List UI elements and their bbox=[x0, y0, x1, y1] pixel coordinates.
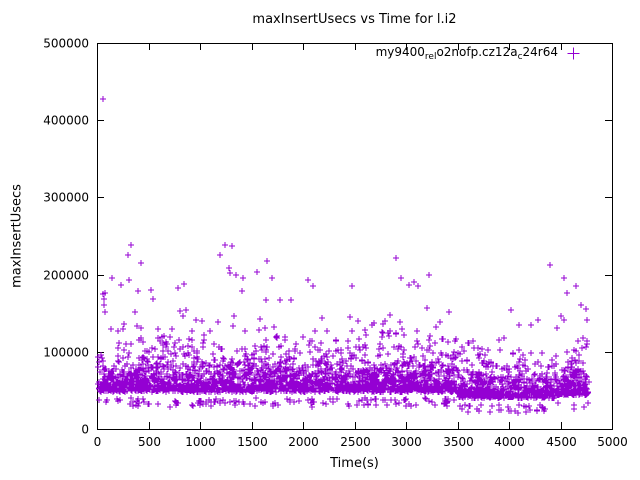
x-tick-label: 3000 bbox=[391, 435, 422, 449]
y-tick-label: 400000 bbox=[43, 114, 89, 128]
plus-marker-icon bbox=[567, 47, 580, 60]
y-tick-label: 0 bbox=[81, 423, 89, 437]
legend-label-text: 24r64 bbox=[522, 45, 558, 59]
x-tick-label: 500 bbox=[138, 435, 161, 449]
legend-label-subscript: c bbox=[517, 52, 523, 62]
legend-label-subscript: rel bbox=[424, 52, 437, 62]
legend-label-text: o2nofp.cz12a bbox=[436, 45, 518, 59]
x-tick-label: 2500 bbox=[340, 435, 371, 449]
legend-label-text: my9400 bbox=[375, 45, 425, 59]
legend: my9400relo2nofp.cz12ac24r64 bbox=[376, 45, 580, 62]
y-tick-label: 200000 bbox=[43, 269, 89, 283]
x-tick-label: 5000 bbox=[597, 435, 628, 449]
x-tick-label: 4500 bbox=[546, 435, 577, 449]
plot-border bbox=[97, 43, 613, 430]
y-tick-label: 300000 bbox=[43, 191, 89, 205]
chart-title: maxInsertUsecs vs Time for l.i2 bbox=[252, 12, 457, 27]
x-axis-label: Time(s) bbox=[330, 456, 379, 471]
data-points bbox=[95, 96, 592, 416]
x-tick-label: 1000 bbox=[185, 435, 216, 449]
x-tick-label: 2000 bbox=[288, 435, 319, 449]
y-tick-label: 500000 bbox=[43, 37, 89, 51]
x-tick-label: 0 bbox=[94, 435, 102, 449]
x-tick-label: 1500 bbox=[237, 435, 268, 449]
legend-series-label: my9400relo2nofp.cz12ac24r64 bbox=[376, 45, 558, 62]
x-tick-label: 4000 bbox=[494, 435, 525, 449]
y-tick-label: 100000 bbox=[43, 346, 89, 360]
x-tick-label: 3500 bbox=[443, 435, 474, 449]
